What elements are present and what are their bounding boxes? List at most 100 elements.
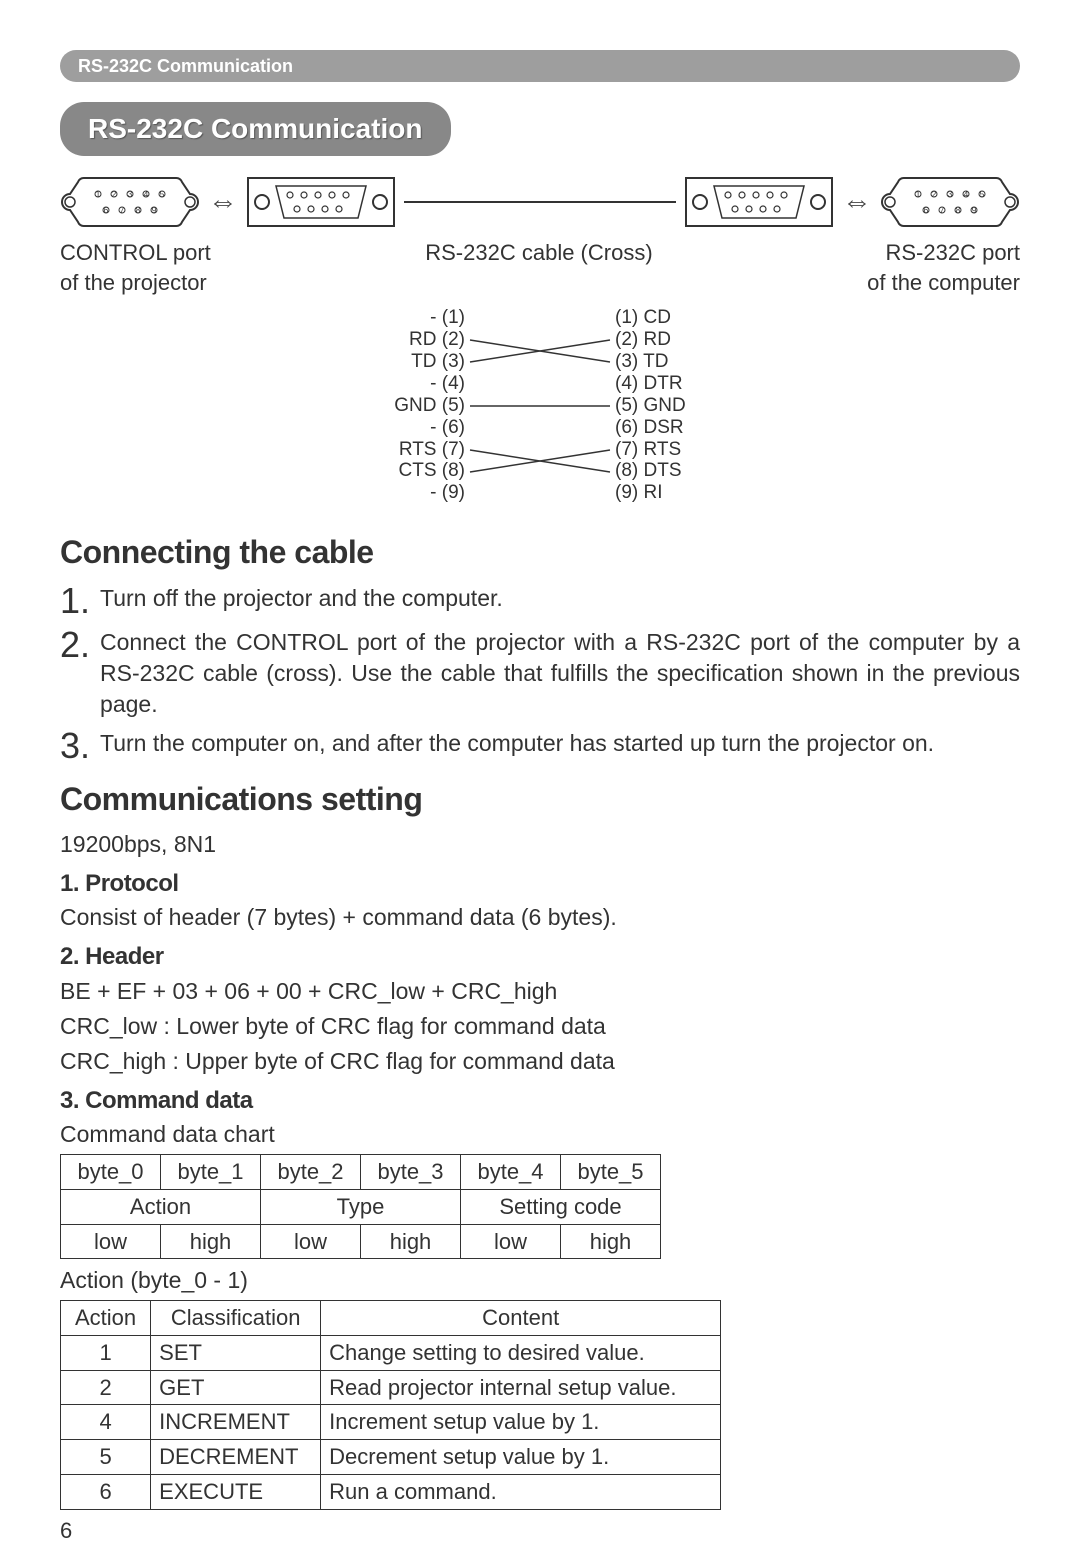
table-cell: Read projector internal setup value. [321, 1370, 721, 1405]
table-cell: byte_4 [461, 1155, 561, 1190]
step-text: Turn off the projector and the computer. [100, 583, 1020, 619]
command-data-chart-table: byte_0 byte_1 byte_2 byte_3 byte_4 byte_… [60, 1154, 661, 1259]
port-labels: CONTROL port of the projector RS-232C ca… [60, 238, 1020, 297]
table-cell: Change setting to desired value. [321, 1336, 721, 1371]
control-port-label: CONTROL port [60, 240, 211, 265]
header-line: CRC_high : Upper byte of CRC flag for co… [60, 1046, 1020, 1077]
table-cell: GET [151, 1370, 321, 1405]
table-cell: 5 [61, 1440, 151, 1475]
svg-text:4: 4 [964, 190, 969, 199]
table-row: 1 SET Change setting to desired value. [61, 1336, 721, 1371]
svg-text:9: 9 [152, 206, 157, 215]
heading-command-data: 3. Command data [60, 1085, 1020, 1117]
table-header: Classification [151, 1301, 321, 1336]
table-cell: Type [261, 1189, 461, 1224]
table-row: 4 INCREMENT Increment setup value by 1. [61, 1405, 721, 1440]
pin-map-diagram: - (1) RD (2) TD (3) - (4) GND (5) - (6) … [60, 307, 1020, 513]
step-number: 2. [60, 627, 90, 720]
svg-text:1: 1 [96, 190, 101, 199]
db9-male-icon: 1 2 3 4 5 6 7 8 9 [880, 172, 1020, 232]
table-cell: byte_1 [161, 1155, 261, 1190]
table-row: 5 DECREMENT Decrement setup value by 1. [61, 1440, 721, 1475]
svg-text:8: 8 [136, 206, 141, 215]
page-number: 6 [60, 1516, 1020, 1545]
svg-text:5: 5 [980, 190, 985, 199]
table-row: 2 GET Read projector internal setup valu… [61, 1370, 721, 1405]
rs232c-port-label: RS-232C port [885, 240, 1020, 265]
connector-diagram: 1 2 3 4 5 6 7 8 9 ⇔ ⇔ [60, 172, 1020, 232]
table-cell: 2 [61, 1370, 151, 1405]
table-cell: low [461, 1224, 561, 1259]
svg-text:6: 6 [104, 206, 109, 215]
table-cell: SET [151, 1336, 321, 1371]
svg-text:1: 1 [916, 190, 921, 199]
heading-comm-setting: Communications setting [60, 778, 1020, 821]
table-row: Action Type Setting code [61, 1189, 661, 1224]
table-cell: Action [61, 1189, 261, 1224]
step-1: 1. Turn off the projector and the comput… [60, 583, 1020, 619]
db9-female-icon [246, 172, 396, 232]
svg-text:3: 3 [948, 190, 953, 199]
table-cell: high [561, 1224, 661, 1259]
table-cell: byte_0 [61, 1155, 161, 1190]
svg-text:5: 5 [160, 190, 165, 199]
action-byte-label: Action (byte_0 - 1) [60, 1265, 1020, 1296]
table-header: Action [61, 1301, 151, 1336]
step-number: 3. [60, 728, 90, 764]
step-3: 3. Turn the computer on, and after the c… [60, 728, 1020, 764]
step-2: 2. Connect the CONTROL port of the proje… [60, 627, 1020, 720]
table-row: byte_0 byte_1 byte_2 byte_3 byte_4 byte_… [61, 1155, 661, 1190]
header-line: CRC_low : Lower byte of CRC flag for com… [60, 1011, 1020, 1042]
table-cell: byte_5 [561, 1155, 661, 1190]
db9-female-icon [684, 172, 834, 232]
table-cell: DECREMENT [151, 1440, 321, 1475]
heading-header: 2. Header [60, 941, 1020, 973]
table-row: Action Classification Content [61, 1301, 721, 1336]
rs232c-port-label-2: of the computer [867, 270, 1020, 295]
table-cell: low [61, 1224, 161, 1259]
svg-text:8: 8 [956, 206, 961, 215]
table-cell: byte_3 [361, 1155, 461, 1190]
svg-text:7: 7 [940, 206, 945, 215]
svg-text:2: 2 [932, 190, 937, 199]
table-cell: Increment setup value by 1. [321, 1405, 721, 1440]
table-cell: 1 [61, 1336, 151, 1371]
arrow-icon: ⇔ [208, 182, 238, 223]
section-title: RS-232C Communication [60, 102, 451, 156]
svg-text:6: 6 [924, 206, 929, 215]
table-cell: INCREMENT [151, 1405, 321, 1440]
svg-text:2: 2 [112, 190, 117, 199]
table-cell: byte_2 [261, 1155, 361, 1190]
header-line: BE + EF + 03 + 06 + 00 + CRC_low + CRC_h… [60, 976, 1020, 1007]
table-cell: high [161, 1224, 261, 1259]
svg-text:9: 9 [972, 206, 977, 215]
table-cell: Setting code [461, 1189, 661, 1224]
action-table: Action Classification Content 1 SET Chan… [60, 1300, 721, 1509]
table-cell: 4 [61, 1405, 151, 1440]
step-text: Connect the CONTROL port of the projecto… [100, 627, 1020, 720]
cable-line [404, 201, 676, 203]
cross-wiring-icon [465, 307, 615, 507]
command-subtitle: Command data chart [60, 1119, 1020, 1150]
table-cell: high [361, 1224, 461, 1259]
svg-text:4: 4 [144, 190, 149, 199]
heading-connecting-cable: Connecting the cable [60, 531, 1020, 574]
step-number: 1. [60, 583, 90, 619]
table-cell: 6 [61, 1474, 151, 1509]
control-port-label-2: of the projector [60, 270, 207, 295]
table-cell: EXECUTE [151, 1474, 321, 1509]
table-cell: low [261, 1224, 361, 1259]
table-header: Content [321, 1301, 721, 1336]
svg-text:7: 7 [120, 206, 125, 215]
table-row: low high low high low high [61, 1224, 661, 1259]
step-text: Turn the computer on, and after the comp… [100, 728, 1020, 764]
arrow-icon: ⇔ [842, 182, 872, 223]
breadcrumb: RS-232C Communication [60, 50, 1020, 82]
table-cell: Run a command. [321, 1474, 721, 1509]
table-row: 6 EXECUTE Run a command. [61, 1474, 721, 1509]
svg-text:3: 3 [128, 190, 133, 199]
db9-male-icon: 1 2 3 4 5 6 7 8 9 [60, 172, 200, 232]
table-cell: Decrement setup value by 1. [321, 1440, 721, 1475]
heading-protocol: 1. Protocol [60, 868, 1020, 900]
protocol-text: Consist of header (7 bytes) + command da… [60, 902, 1020, 933]
